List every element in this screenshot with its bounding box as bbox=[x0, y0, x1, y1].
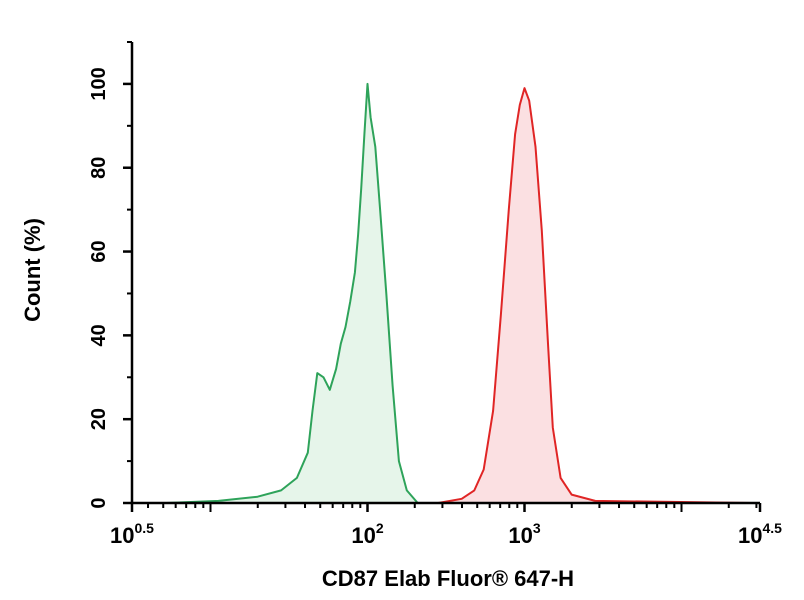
histogram-line-2 bbox=[438, 87, 753, 504]
x-tick-label: 104.5 bbox=[738, 520, 782, 548]
y-tick-label: 20 bbox=[88, 408, 110, 430]
histogram-area-1 bbox=[166, 83, 418, 504]
y-tick-label: 0 bbox=[88, 497, 110, 508]
x-tick-label: 100.5 bbox=[110, 520, 154, 548]
y-axis-label: Count (%) bbox=[20, 218, 45, 322]
y-tick-label: 60 bbox=[88, 240, 110, 262]
x-tick-label: 103 bbox=[508, 520, 540, 548]
x-axis-label: CD87 Elab Fluor® 647-H bbox=[322, 566, 574, 591]
histogram-area-2 bbox=[438, 88, 753, 503]
y-tick-label: 80 bbox=[88, 157, 110, 179]
x-tick-label: 102 bbox=[351, 520, 383, 548]
y-tick-label: 40 bbox=[88, 324, 110, 346]
histogram-line-1 bbox=[166, 82, 419, 504]
axes: 0 20 40 60 80 100 100.5 102 103 104.5 bbox=[88, 41, 782, 548]
y-tick-label: 100 bbox=[88, 67, 110, 100]
plot-series bbox=[166, 82, 753, 504]
